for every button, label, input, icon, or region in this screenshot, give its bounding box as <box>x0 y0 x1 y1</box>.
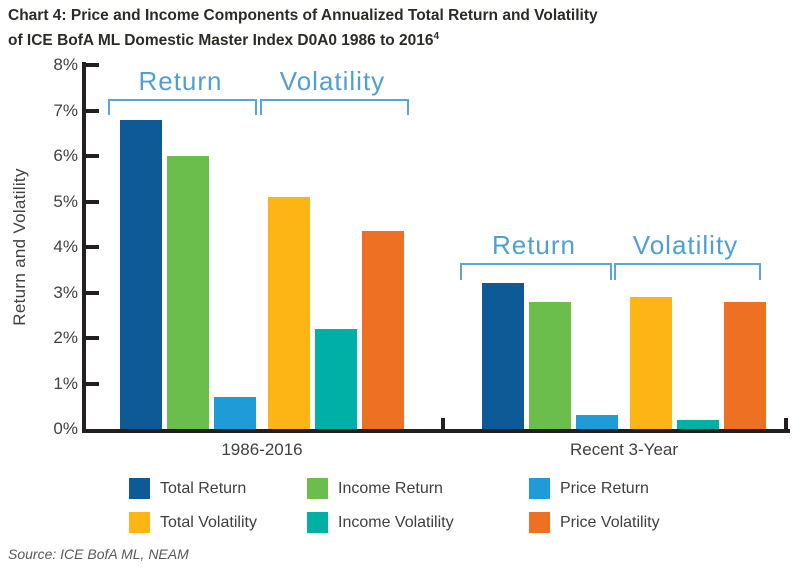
group-bracket-label: Volatility <box>632 230 739 260</box>
group-bracket-label: Volatility <box>279 66 386 96</box>
chart-title-line1: Chart 4: Price and Income Components of … <box>8 7 598 24</box>
y-tick-mark <box>86 245 99 249</box>
y-tick-label: 3% <box>53 282 78 302</box>
y-tick-mark <box>86 108 99 113</box>
y-tick-mark <box>86 154 99 158</box>
legend-label: Income Volatility <box>338 514 454 531</box>
y-tick-mark <box>86 199 99 204</box>
bar-price-return <box>576 415 618 429</box>
bar-income-volatility <box>677 420 719 429</box>
legend-swatch-price-volatility <box>529 512 550 533</box>
legend-swatch-total-return <box>129 478 150 499</box>
group-bracket <box>460 263 612 280</box>
bar-income-return <box>529 302 571 429</box>
group-bracket-label: Return <box>491 230 577 260</box>
legend-swatch-total-volatility <box>129 512 150 533</box>
chart-title-footnote: 4 <box>433 31 440 42</box>
group-bracket <box>260 99 409 115</box>
legend-label: Income Return <box>338 480 443 497</box>
y-axis-line <box>82 62 86 433</box>
legend-swatch-income-volatility <box>307 512 328 533</box>
y-axis-title: Return and Volatility <box>10 168 29 326</box>
y-tick-mark <box>86 63 99 67</box>
source-note: Source: ICE BofA ML, NEAM <box>8 546 189 562</box>
y-tick-label: 5% <box>53 191 78 211</box>
x-axis-line <box>82 429 790 433</box>
legend-swatch-price-return <box>529 478 550 499</box>
y-tick-label: 6% <box>53 146 78 165</box>
legend-label: Price Return <box>560 480 649 497</box>
x-axis-tick-end <box>784 418 788 429</box>
y-tick-mark <box>86 381 99 386</box>
bar-income-volatility <box>315 329 357 429</box>
y-tick-label: 1% <box>53 373 78 393</box>
legend-label: Price Volatility <box>560 514 660 531</box>
y-tick-label: 4% <box>53 237 78 256</box>
y-tick-label: 8% <box>53 55 78 74</box>
x-axis-tick-mid <box>441 418 445 429</box>
bar-total-return <box>482 283 524 429</box>
bar-price-return <box>214 397 256 429</box>
legend-swatch-income-return <box>307 478 328 499</box>
bar-total-volatility <box>630 297 672 429</box>
bar-income-return <box>167 156 209 429</box>
bar-total-volatility <box>268 197 310 429</box>
bar-total-return <box>120 120 162 429</box>
group-bracket <box>108 99 257 115</box>
group-bracket-label: Return <box>138 66 223 96</box>
bar-price-volatility <box>362 231 404 429</box>
y-tick-label: 2% <box>53 328 78 347</box>
chart-title-line2: of ICE BofA ML Domestic Master Index D0A… <box>8 32 434 50</box>
chart-title: Chart 4: Price and Income Components of … <box>8 5 788 51</box>
group-bracket <box>614 263 761 280</box>
y-tick-mark <box>86 290 99 295</box>
x-category-label: Recent 3-Year <box>569 440 679 459</box>
y-tick-label: 0% <box>53 419 78 438</box>
y-tick-mark <box>86 336 99 340</box>
legend-label: Total Volatility <box>160 514 257 531</box>
y-tick-label: 7% <box>53 100 78 120</box>
bar-price-volatility <box>724 302 766 429</box>
x-category-label: 1986-2016 <box>221 440 303 459</box>
legend-label: Total Return <box>160 480 247 497</box>
